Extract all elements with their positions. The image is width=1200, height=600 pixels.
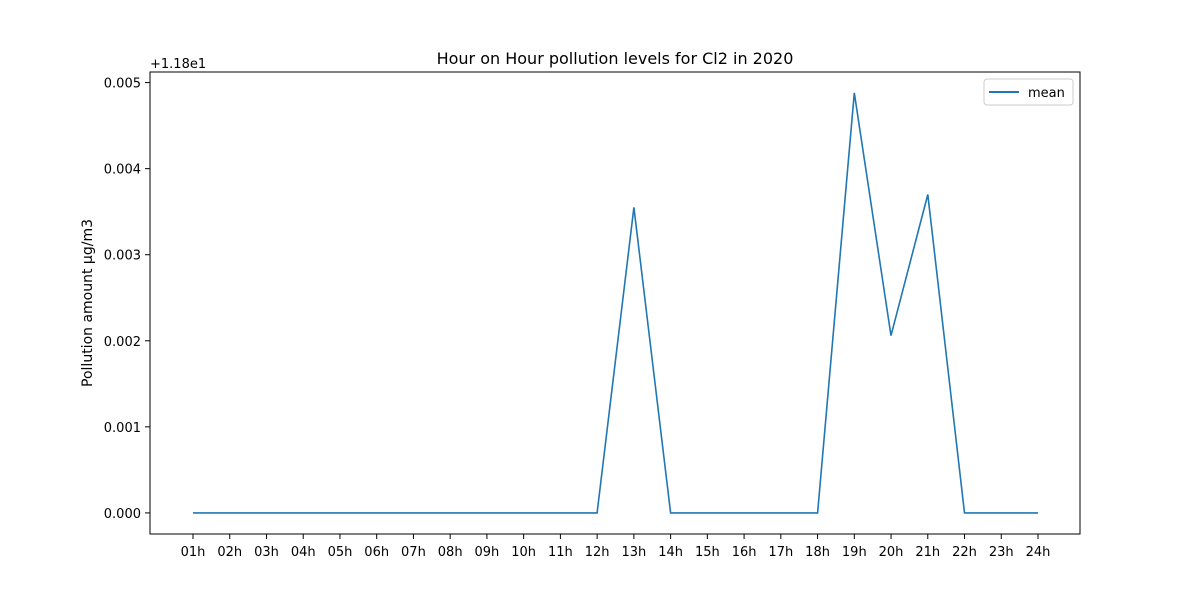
x-tick-label: 17h xyxy=(768,545,793,560)
y-axis-label: Pollution amount µg/m3 xyxy=(80,219,96,387)
x-tick-label: 23h xyxy=(989,545,1014,560)
x-tick-label: 07h xyxy=(401,545,426,560)
x-tick-label: 01h xyxy=(181,545,206,560)
x-tick-label: 10h xyxy=(511,545,536,560)
x-tick-label: 05h xyxy=(328,545,353,560)
y-tick-label: 0.002 xyxy=(104,335,141,350)
x-tick-label: 09h xyxy=(475,545,500,560)
x-tick-label: 11h xyxy=(548,545,573,560)
plot-frame xyxy=(149,71,1081,535)
series-line-mean xyxy=(193,92,1038,514)
x-tick-label: 06h xyxy=(364,545,389,560)
legend-box xyxy=(983,78,1074,106)
x-tick-label: 04h xyxy=(291,545,316,560)
x-tick-label: 16h xyxy=(732,545,757,560)
y-tick-label: 0.001 xyxy=(104,421,141,436)
legend-label-mean: mean xyxy=(1028,86,1065,101)
y-tick-label: 0.003 xyxy=(104,249,141,264)
legend: mean xyxy=(983,78,1074,106)
x-tick-label: 03h xyxy=(254,545,279,560)
x-tick-label: 12h xyxy=(585,545,610,560)
y-tick-label: 0.005 xyxy=(104,77,141,92)
x-tick-label: 19h xyxy=(842,545,867,560)
x-tick-label: 13h xyxy=(621,545,646,560)
x-tick-label: 15h xyxy=(695,545,720,560)
x-tick-label: 18h xyxy=(805,545,830,560)
y-offset-text: +1.18e1 xyxy=(150,57,206,72)
x-tick-label: 14h xyxy=(658,545,683,560)
x-tick-label: 08h xyxy=(438,545,463,560)
x-tick-label: 24h xyxy=(1026,545,1051,560)
y-tick-label: 0.000 xyxy=(104,507,141,522)
x-tick-label: 02h xyxy=(217,545,242,560)
chart-title: Hour on Hour pollution levels for Cl2 in… xyxy=(437,49,794,68)
x-tick-label: 21h xyxy=(915,545,940,560)
y-tick-label: 0.004 xyxy=(104,163,141,178)
plot-layer: 01h 02h 03h 04h 05h 06h 07h 08h 09h 10h 11h 12h 13h 1… xyxy=(104,77,1051,560)
x-tick-label: 20h xyxy=(879,545,904,560)
x-tick-label: 22h xyxy=(952,545,977,560)
